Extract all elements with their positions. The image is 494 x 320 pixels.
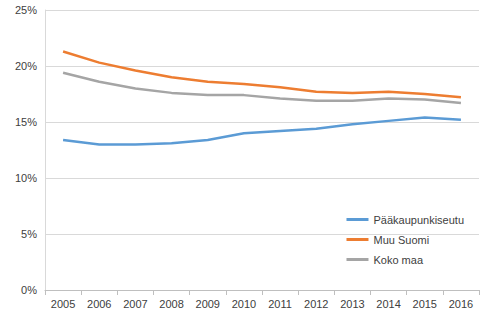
svg-text:2011: 2011 xyxy=(268,298,292,310)
svg-text:10%: 10% xyxy=(15,172,37,184)
svg-text:2014: 2014 xyxy=(376,298,400,310)
svg-text:2016: 2016 xyxy=(449,298,473,310)
svg-text:2013: 2013 xyxy=(340,298,364,310)
svg-text:25%: 25% xyxy=(15,4,37,16)
svg-text:2006: 2006 xyxy=(87,298,111,310)
svg-text:0%: 0% xyxy=(21,284,37,296)
svg-text:2012: 2012 xyxy=(304,298,328,310)
svg-text:2010: 2010 xyxy=(232,298,256,310)
svg-text:Pääkaupunkiseutu: Pääkaupunkiseutu xyxy=(373,214,464,226)
svg-text:2015: 2015 xyxy=(413,298,437,310)
svg-text:5%: 5% xyxy=(21,228,37,240)
svg-text:Koko maa: Koko maa xyxy=(373,254,423,266)
svg-text:2005: 2005 xyxy=(51,298,75,310)
svg-text:15%: 15% xyxy=(15,116,37,128)
svg-text:2007: 2007 xyxy=(123,298,147,310)
svg-text:20%: 20% xyxy=(15,60,37,72)
svg-text:2008: 2008 xyxy=(159,298,183,310)
svg-text:Muu Suomi: Muu Suomi xyxy=(373,234,429,246)
svg-text:2009: 2009 xyxy=(196,298,220,310)
